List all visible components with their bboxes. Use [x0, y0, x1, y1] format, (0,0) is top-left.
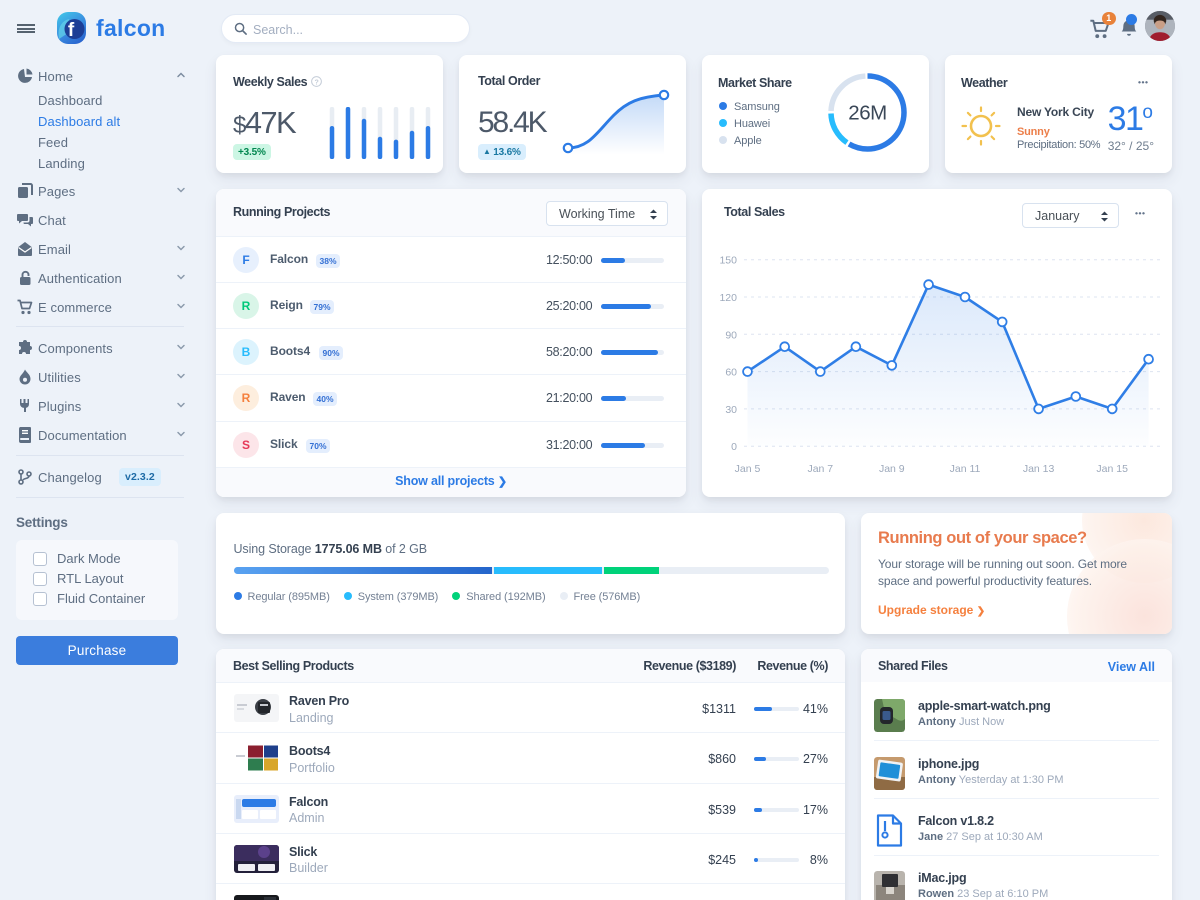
svg-text:Jan 13: Jan 13 [1023, 463, 1055, 475]
svg-text:?: ? [315, 79, 319, 86]
svg-text:90: 90 [725, 329, 737, 341]
svg-text:26M: 26M [848, 102, 886, 125]
svg-text:30: 30 [725, 403, 737, 415]
svg-text:Jan 15: Jan 15 [1096, 463, 1128, 475]
svg-text:0: 0 [731, 441, 737, 453]
svg-text:f: f [68, 20, 75, 41]
svg-text:120: 120 [719, 292, 737, 304]
svg-text:Jan 5: Jan 5 [735, 463, 761, 475]
svg-text:60: 60 [725, 366, 737, 378]
svg-text:Jan 11: Jan 11 [950, 463, 981, 475]
svg-text:150: 150 [719, 254, 737, 266]
svg-text:Jan 9: Jan 9 [879, 463, 905, 475]
svg-text:Jan 7: Jan 7 [807, 463, 833, 475]
